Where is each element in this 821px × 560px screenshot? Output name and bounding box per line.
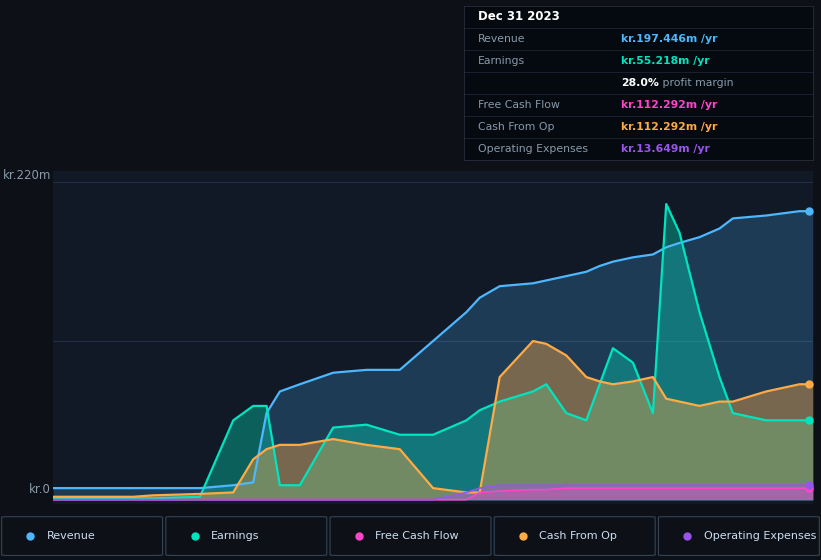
- Text: Cash From Op: Cash From Op: [539, 531, 617, 541]
- FancyBboxPatch shape: [494, 517, 655, 556]
- FancyBboxPatch shape: [330, 517, 491, 556]
- Text: Revenue: Revenue: [47, 531, 95, 541]
- Text: kr.197.446m /yr: kr.197.446m /yr: [621, 34, 718, 44]
- Text: Dec 31 2023: Dec 31 2023: [478, 10, 560, 23]
- Text: Free Cash Flow: Free Cash Flow: [478, 100, 560, 110]
- Text: Earnings: Earnings: [478, 55, 525, 66]
- Text: 28.0%: 28.0%: [621, 78, 658, 87]
- Text: Free Cash Flow: Free Cash Flow: [375, 531, 459, 541]
- Text: kr.220m: kr.220m: [2, 169, 51, 182]
- Text: Operating Expenses: Operating Expenses: [478, 143, 588, 153]
- Text: kr.0: kr.0: [29, 483, 51, 496]
- Text: kr.13.649m /yr: kr.13.649m /yr: [621, 143, 710, 153]
- FancyBboxPatch shape: [166, 517, 327, 556]
- FancyBboxPatch shape: [658, 517, 819, 556]
- Text: Earnings: Earnings: [211, 531, 259, 541]
- Text: profit margin: profit margin: [659, 78, 734, 87]
- Text: kr.112.292m /yr: kr.112.292m /yr: [621, 100, 718, 110]
- Text: Revenue: Revenue: [478, 34, 525, 44]
- Text: kr.112.292m /yr: kr.112.292m /yr: [621, 122, 718, 132]
- Text: Cash From Op: Cash From Op: [478, 122, 554, 132]
- Text: kr.55.218m /yr: kr.55.218m /yr: [621, 55, 709, 66]
- FancyBboxPatch shape: [2, 517, 163, 556]
- Text: Operating Expenses: Operating Expenses: [704, 531, 816, 541]
